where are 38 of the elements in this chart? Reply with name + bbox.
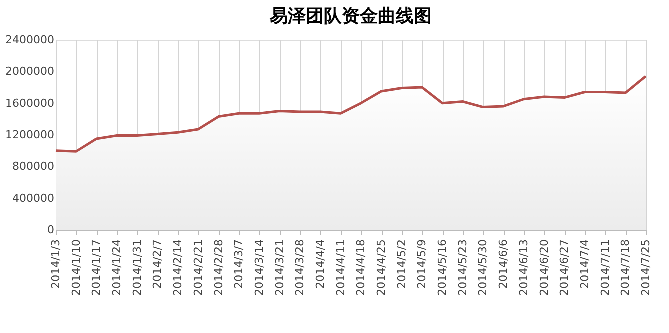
x-tick-label: 2014/4/25 [375, 240, 388, 296]
x-tick-label: 2014/5/16 [436, 240, 450, 296]
y-tick-label: 2400000 [6, 34, 54, 46]
y-tick-label: 0 [48, 224, 54, 236]
x-tick-label: 2014/6/27 [558, 240, 572, 296]
x-tick-label: 2014/3/14 [252, 240, 266, 296]
x-tick-label: 2014/6/20 [538, 240, 551, 296]
x-tick-label: 2014/5/30 [476, 240, 490, 296]
x-tick-label: 2014/5/2 [395, 240, 408, 289]
y-tick-label: 800000 [12, 160, 54, 174]
y-tick-label: 1600000 [6, 96, 54, 110]
x-tick-label: 2014/5/9 [416, 240, 429, 289]
x-tick-label: 2014/3/28 [294, 240, 307, 296]
y-tick-label: 400000 [12, 192, 54, 205]
x-tick-label: 2014/4/11 [334, 240, 348, 296]
x-tick-label: 2014/1/3 [50, 240, 62, 289]
x-tick-label: 2014/3/21 [273, 240, 286, 296]
x-tick-label: 2014/1/17 [90, 240, 104, 296]
x-tick-label: 2014/6/13 [517, 240, 530, 296]
x-tick-label: 2014/7/11 [598, 240, 612, 296]
x-tick-label: 2014/2/14 [172, 240, 185, 296]
x-tick-label: 2014/6/6 [497, 240, 510, 289]
x-tick-label: 2014/4/4 [314, 240, 327, 289]
x-tick-label: 2014/7/25 [640, 240, 652, 296]
y-tick-label: 1200000 [6, 128, 54, 142]
chart-title: 易泽团队资金曲线图 [269, 6, 432, 27]
x-tick-label: 2014/2/21 [192, 240, 205, 296]
y-tick-label: 2000000 [6, 65, 54, 78]
x-tick-label: 2014/5/23 [456, 240, 470, 296]
x-tick-label: 2014/1/31 [130, 240, 144, 296]
x-tick-label: 2014/3/7 [232, 240, 246, 289]
x-tick-label: 2014/1/10 [70, 240, 83, 296]
x-tick-label: 2014/4/18 [354, 240, 368, 296]
x-tick-label: 2014/2/7 [151, 240, 164, 289]
x-tick-label: 2014/7/4 [578, 240, 592, 289]
x-tick-label: 2014/1/24 [110, 240, 124, 296]
x-tick-label: 2014/2/28 [212, 240, 226, 296]
x-tick-label: 2014/7/18 [619, 240, 632, 296]
